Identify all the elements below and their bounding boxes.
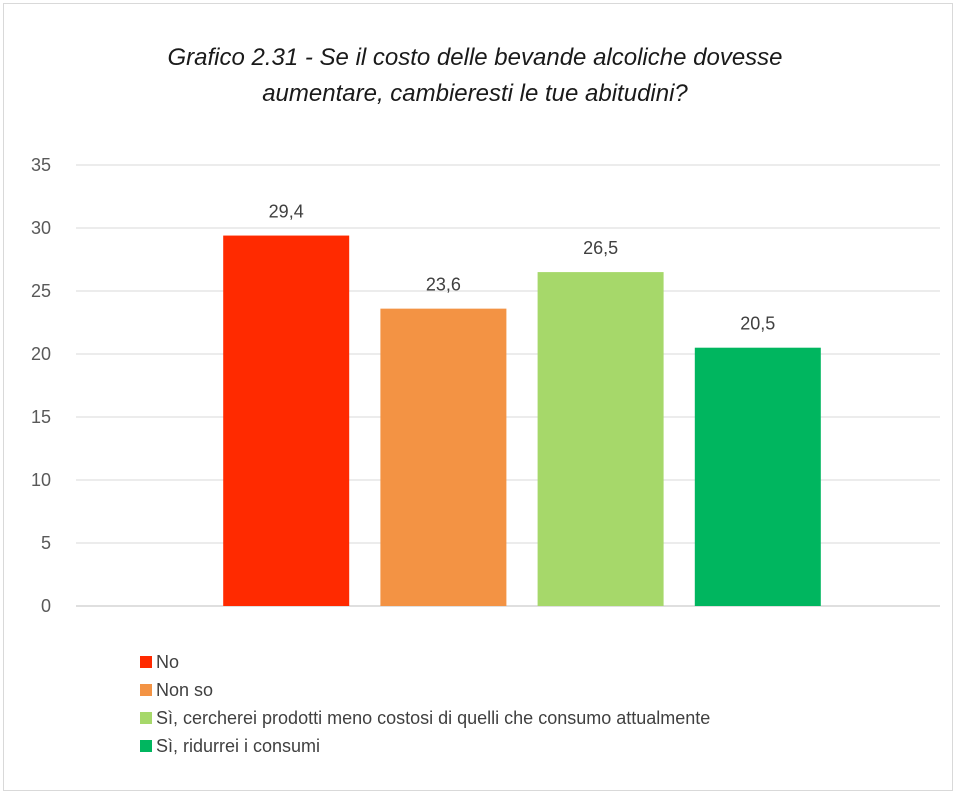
bar <box>223 235 350 606</box>
y-tick-label: 25 <box>31 281 51 301</box>
legend-label: Sì, cercherei prodotti meno costosi di q… <box>156 707 711 728</box>
chart-title: Grafico 2.31 - Se il costo delle bevande… <box>60 40 890 112</box>
legend-swatch <box>140 740 152 752</box>
chart-title-line-1: Grafico 2.31 - Se il costo delle bevande… <box>167 44 783 71</box>
data-label: 26,5 <box>583 238 618 258</box>
bar <box>380 308 507 606</box>
y-tick-label: 10 <box>31 470 51 490</box>
chart-title-line-2: aumentare, cambieresti le tue abitudini? <box>262 80 688 107</box>
bar <box>694 347 821 606</box>
legend-swatch <box>140 656 152 668</box>
y-tick-label: 0 <box>41 596 51 616</box>
legend-item: Sì, cercherei prodotti meno costosi di q… <box>140 704 710 732</box>
legend: No Non so Sì, cercherei prodotti meno cost… <box>140 648 710 760</box>
legend-swatch <box>140 712 152 724</box>
legend-item: No <box>140 648 710 676</box>
legend-label: Sì, ridurrei i consumi <box>156 735 321 756</box>
y-tick-label: 5 <box>41 533 51 553</box>
y-tick-label: 30 <box>31 218 51 238</box>
legend-label: Non so <box>156 679 214 700</box>
y-tick-label: 35 <box>31 155 51 175</box>
y-tick-label: 15 <box>31 407 51 427</box>
bar <box>537 272 664 606</box>
y-tick-label: 20 <box>31 344 51 364</box>
data-label: 20,5 <box>740 314 775 334</box>
data-label: 23,6 <box>426 275 461 295</box>
legend-label: No <box>156 651 180 672</box>
data-label: 29,4 <box>269 202 304 222</box>
legend-item: Non so <box>140 676 710 704</box>
legend-item: Sì, ridurrei i consumi <box>140 732 710 760</box>
legend-swatch <box>140 684 152 696</box>
